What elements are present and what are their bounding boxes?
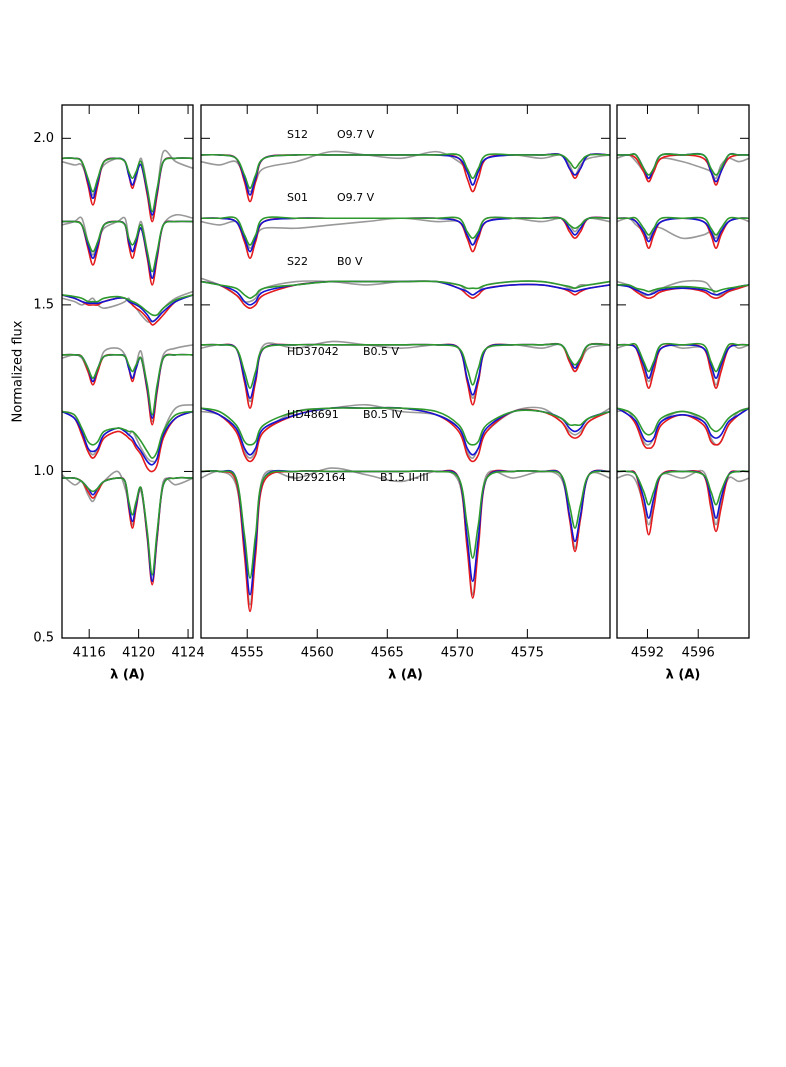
x-tick-label: 4120 [122, 646, 155, 661]
panel-frame [616, 104, 750, 639]
spectrum-line [62, 410, 193, 466]
spectral-type: B1.5 II-III [380, 471, 429, 484]
spectrum-line [617, 284, 749, 296]
panel-frame [61, 104, 194, 639]
x-tick-label: 4565 [371, 646, 404, 661]
spectral-type: B0 V [337, 255, 363, 268]
spectrum-line [201, 216, 610, 253]
x-tick-label: 4592 [631, 646, 664, 661]
spectrum-line [617, 153, 749, 176]
panel-frame [200, 104, 611, 639]
spectrum-line [62, 353, 193, 419]
x-tick-label: 4596 [682, 646, 715, 661]
y-tick-label: 0.5 [33, 631, 54, 646]
spectrum-line [617, 407, 749, 443]
spectrum-line [617, 153, 749, 186]
spectrum-line [201, 407, 610, 446]
spectrum-line [201, 343, 610, 399]
spectrum-line [617, 407, 749, 436]
spectrum-line [62, 410, 193, 473]
spectrum-line [62, 220, 193, 273]
spectrum-line [617, 283, 749, 293]
plot-area [617, 152, 749, 536]
spectrum-line [201, 216, 610, 246]
x-tick-label: 4575 [511, 646, 544, 661]
x-axis-label: λ (A) [388, 668, 423, 683]
spectrum-line [62, 157, 193, 213]
spectrum-line [617, 342, 749, 373]
spectrum-line [201, 153, 610, 203]
spectrum-line [62, 294, 193, 323]
star-name: S22 [287, 255, 308, 268]
spectrum-line [201, 342, 610, 409]
y-tick-label: 1.5 [33, 297, 54, 312]
spectral-type: B0.5 V [363, 345, 400, 358]
star-name: S12 [287, 128, 308, 141]
spectrum-line [62, 470, 193, 583]
y-tick-label: 1.0 [33, 464, 54, 479]
spectrum-line [617, 470, 749, 536]
spectrum-line [617, 470, 749, 506]
spectrum-line [201, 406, 610, 463]
spectrum-line [62, 476, 193, 576]
spectrum-line [201, 469, 610, 613]
spectrum-line [201, 406, 610, 456]
x-axis-label: λ (A) [666, 668, 701, 683]
y-tick-label: 2.0 [33, 131, 54, 146]
y-axis-label: Normalized flux [11, 320, 26, 422]
spectrum-line [201, 280, 610, 306]
star-name: HD292164 [287, 471, 346, 484]
spectrum-line [617, 343, 749, 379]
x-tick-label: 4555 [231, 646, 264, 661]
spectrum-line [201, 280, 610, 300]
spectrum-line [201, 470, 610, 579]
spectrum-line [617, 343, 749, 389]
x-tick-label: 4116 [73, 646, 106, 661]
spectrum-line [62, 290, 193, 323]
spectral-type: B0.5 IV [363, 408, 403, 421]
spectrum-line [201, 153, 610, 190]
plot-area [62, 149, 193, 586]
star-name: HD48691 [287, 408, 339, 421]
spectrum-line [201, 150, 610, 193]
spectrum-line [62, 294, 193, 317]
plot-area [201, 150, 610, 613]
x-tick-label: 4570 [441, 646, 474, 661]
spectral-type: O9.7 V [337, 128, 375, 141]
spectrum-line [617, 216, 749, 236]
x-axis-label: λ (A) [110, 668, 145, 683]
x-tick-label: 4124 [172, 646, 205, 661]
x-tick-label: 4560 [301, 646, 334, 661]
spectral-type: O9.7 V [337, 191, 375, 204]
spectrum-line [201, 469, 610, 596]
spectrum-line [62, 410, 193, 459]
star-name: S01 [287, 191, 308, 204]
spectrum-line [62, 353, 193, 416]
spectrum-line [201, 343, 610, 389]
spectrum-line [201, 153, 610, 196]
star-name: HD37042 [287, 345, 339, 358]
